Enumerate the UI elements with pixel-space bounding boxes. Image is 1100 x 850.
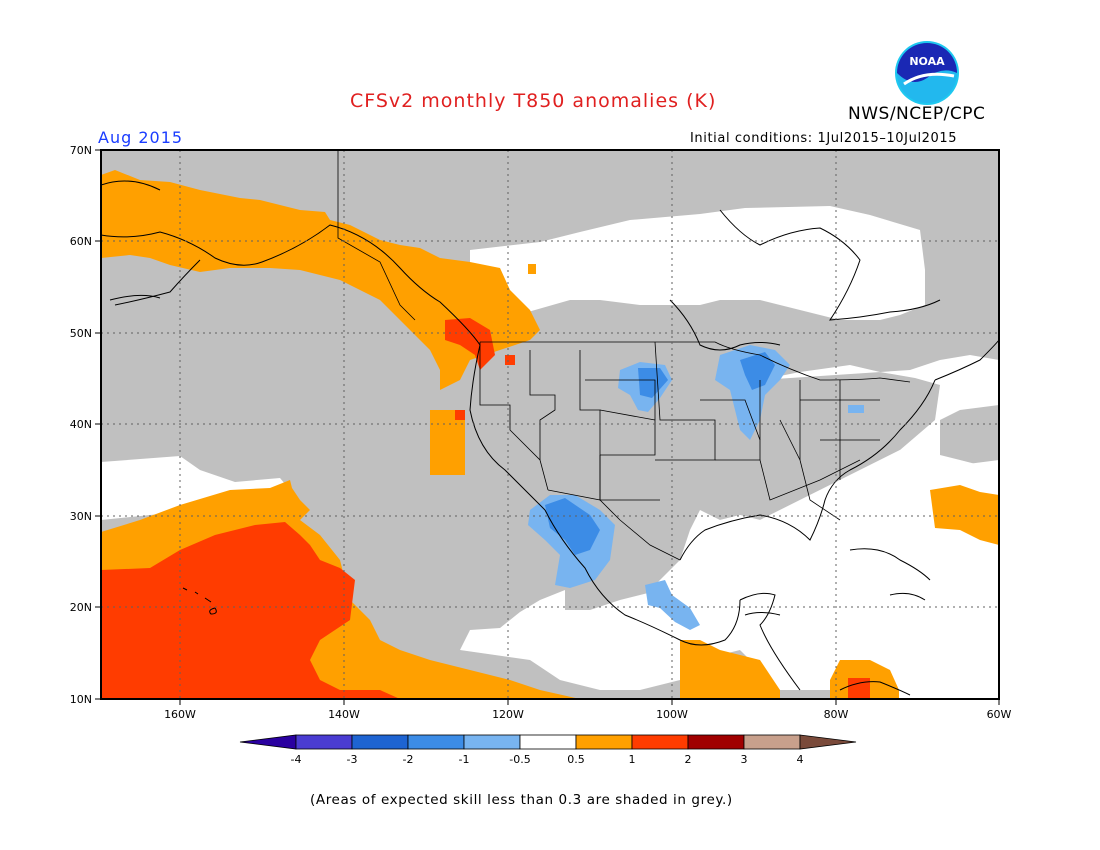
skill-footnote: (Areas of expected skill less than 0.3 a… — [310, 792, 733, 808]
agency-label: NWS/NCEP/CPC — [848, 104, 986, 124]
colorbar-swatch — [687, 734, 745, 750]
grid-lines — [101, 150, 999, 699]
colorbar-tick-label: 1 — [629, 753, 636, 766]
colorbar-tick-label: -0.5 — [509, 753, 530, 766]
colorbar-lower-extend — [239, 734, 297, 750]
colorbar-tick-label: -3 — [347, 753, 358, 766]
colorbar-swatch — [743, 734, 801, 750]
longitude-labels: 160W 140W 120W 100W 80W 60W — [164, 708, 1011, 721]
colorbar-tick-label: -1 — [459, 753, 470, 766]
noaa-logo: NOAA — [895, 41, 959, 105]
lon-label: 80W — [824, 708, 849, 721]
colorbar: -4 -3 -2 -1 -0.5 0.5 1 2 3 4 — [239, 734, 857, 766]
colorbar-tick-label: 3 — [741, 753, 748, 766]
colorbar-swatch — [407, 734, 465, 750]
lat-label: 70N — [70, 144, 92, 157]
colorbar-tick-label: 4 — [797, 753, 804, 766]
colorbar-upper-extend — [799, 734, 857, 750]
lon-label: 60W — [987, 708, 1012, 721]
lon-label: 100W — [656, 708, 688, 721]
colorbar-swatch — [631, 734, 689, 750]
chart-title: CFSv2 monthly T850 anomalies (K) — [350, 90, 717, 112]
neutral-anomaly-areas — [101, 206, 999, 699]
forecast-month: Aug 2015 — [98, 128, 184, 147]
logo-text: NOAA — [909, 55, 945, 68]
lat-label: 10N — [70, 693, 92, 706]
coastlines — [101, 180, 999, 696]
political-borders — [337, 150, 911, 561]
initial-conditions: Initial conditions: 1Jul2015–10Jul2015 — [690, 131, 958, 146]
lon-label: 140W — [328, 708, 360, 721]
lat-label: 30N — [70, 510, 92, 523]
strong-warm-anomaly-areas — [101, 318, 870, 699]
lat-label: 20N — [70, 601, 92, 614]
colorbar-swatch — [575, 734, 633, 750]
lon-label: 160W — [164, 708, 196, 721]
colorbar-swatch — [351, 734, 409, 750]
colorbar-swatch — [519, 734, 577, 750]
lat-label: 40N — [70, 418, 92, 431]
colorbar-tick-label: -2 — [403, 753, 414, 766]
cool-anomaly-areas — [528, 345, 864, 630]
lon-label: 120W — [492, 708, 524, 721]
colorbar-swatch — [295, 734, 353, 750]
colorbar-tick-label: 2 — [685, 753, 692, 766]
latitude-labels: 70N 60N 50N 40N 30N 20N 10N — [70, 144, 92, 706]
axis-ticks — [95, 149, 1000, 705]
colorbar-swatch — [463, 734, 521, 750]
colorbar-tick-label: 0.5 — [567, 753, 585, 766]
lat-label: 60N — [70, 235, 92, 248]
colorbar-tick-label: -4 — [291, 753, 302, 766]
lat-label: 50N — [70, 327, 92, 340]
